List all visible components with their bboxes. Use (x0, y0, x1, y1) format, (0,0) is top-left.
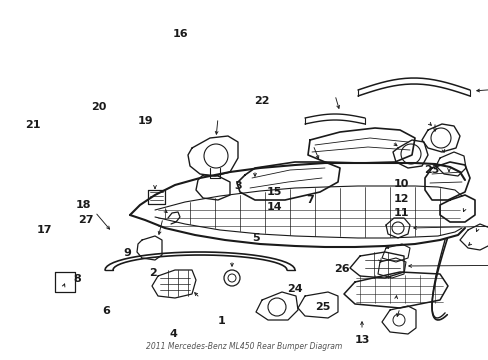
Text: 2011 Mercedes-Benz ML450 Rear Bumper Diagram: 2011 Mercedes-Benz ML450 Rear Bumper Dia… (146, 342, 342, 351)
Text: 22: 22 (253, 96, 269, 106)
Text: 9: 9 (123, 248, 131, 258)
Text: 24: 24 (287, 284, 303, 294)
Text: 14: 14 (266, 202, 282, 212)
Text: 7: 7 (305, 195, 313, 205)
Text: 15: 15 (266, 186, 282, 197)
Text: 17: 17 (36, 225, 52, 235)
Text: 11: 11 (392, 208, 408, 218)
Text: 6: 6 (102, 306, 110, 316)
Text: 27: 27 (78, 215, 93, 225)
Text: 10: 10 (392, 179, 408, 189)
Text: 18: 18 (75, 200, 91, 210)
Text: 20: 20 (91, 102, 106, 112)
Text: 26: 26 (334, 264, 349, 274)
Text: 1: 1 (217, 316, 225, 327)
Text: 19: 19 (138, 116, 153, 126)
Text: 23: 23 (424, 165, 439, 175)
Text: 2: 2 (148, 268, 156, 278)
Text: 8: 8 (73, 274, 81, 284)
Text: 12: 12 (392, 194, 408, 204)
Text: 5: 5 (252, 233, 260, 243)
Text: 13: 13 (354, 335, 370, 345)
Text: 4: 4 (169, 329, 177, 339)
Text: 16: 16 (173, 29, 188, 39)
Text: 21: 21 (25, 120, 41, 130)
Text: 25: 25 (314, 302, 330, 312)
Text: 3: 3 (234, 181, 242, 192)
